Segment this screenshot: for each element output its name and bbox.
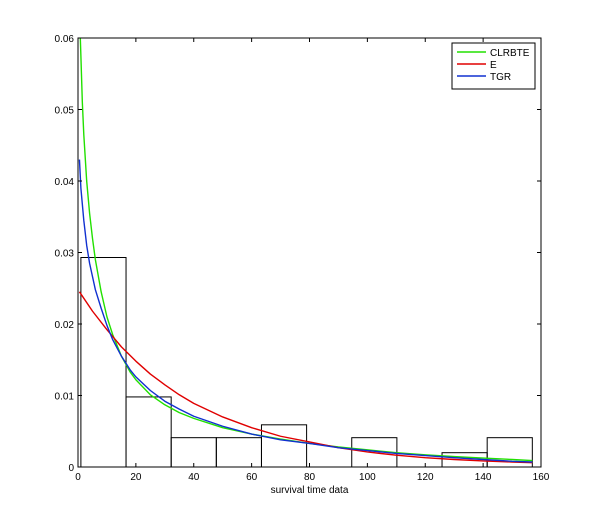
x-tick-label: 60 xyxy=(246,472,258,483)
series-line-e xyxy=(78,291,533,464)
y-tick-label: 0.06 xyxy=(55,34,75,45)
series-line-tgr xyxy=(78,159,533,463)
y-tick-label: 0.03 xyxy=(55,249,75,260)
legend-label: CLRBTE xyxy=(490,48,530,59)
x-tick-label: 80 xyxy=(304,472,316,483)
y-tick-label: 0.01 xyxy=(55,392,75,403)
x-tick-label: 20 xyxy=(130,472,142,483)
x-tick-label: 140 xyxy=(475,472,492,483)
curve-lines xyxy=(78,37,533,464)
series-line-clrbte xyxy=(79,37,533,462)
y-tick-label: 0 xyxy=(68,463,74,474)
x-tick-label: 0 xyxy=(75,472,81,483)
x-tick-label: 120 xyxy=(417,472,434,483)
legend-box xyxy=(451,42,536,90)
x-tick-label: 40 xyxy=(188,472,200,483)
x-tick-label: 100 xyxy=(359,472,376,483)
y-axis-ticks: 0 0.01 0.02 0.03 0.04 0.05 0.06 xyxy=(55,34,541,474)
y-tick-label: 0.05 xyxy=(55,106,75,117)
legend-label: TGR xyxy=(490,72,511,83)
x-tick-label: 160 xyxy=(533,472,550,483)
x-axis-ticks: 0 20 40 60 80 100 120 140 160 xyxy=(75,38,550,483)
x-axis-label: survival time data xyxy=(271,485,349,496)
legend-label: E xyxy=(490,60,497,71)
y-tick-label: 0.04 xyxy=(55,177,75,188)
y-tick-label: 0.02 xyxy=(55,320,75,331)
